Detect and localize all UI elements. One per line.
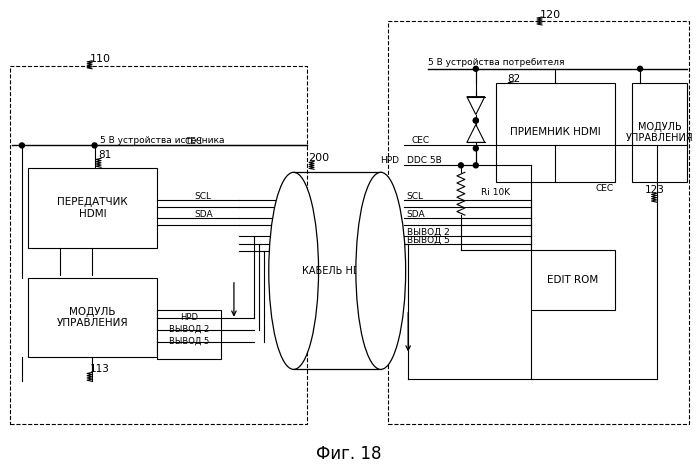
Text: 5 В устройства источника: 5 В устройства источника — [99, 136, 224, 145]
Circle shape — [473, 163, 478, 168]
Text: EDIT ROM: EDIT ROM — [547, 275, 598, 285]
Text: SDA: SDA — [407, 210, 426, 219]
Bar — [531, 250, 615, 310]
Text: HPD: HPD — [180, 313, 198, 322]
Text: ВЫВОД 2: ВЫВОД 2 — [169, 325, 209, 334]
Text: CEC: CEC — [595, 184, 613, 193]
Text: ВЫВОД 5: ВЫВОД 5 — [169, 337, 209, 346]
Circle shape — [473, 118, 478, 123]
Text: МОДУЛЬ
УПРАВЛЕНИЯ: МОДУЛЬ УПРАВЛЕНИЯ — [626, 122, 693, 143]
Bar — [10, 66, 307, 424]
Circle shape — [20, 143, 25, 148]
Text: SCL: SCL — [194, 191, 211, 201]
Text: 200: 200 — [309, 154, 330, 164]
Ellipse shape — [269, 172, 318, 369]
Text: КАБЕЛЬ HDMI: КАБЕЛЬ HDMI — [302, 266, 372, 276]
Text: 113: 113 — [90, 365, 109, 374]
Circle shape — [473, 118, 478, 123]
Circle shape — [473, 66, 478, 71]
Text: 123: 123 — [645, 185, 665, 195]
Bar — [496, 82, 615, 182]
Bar — [28, 278, 158, 357]
Text: МОДУЛЬ
УПРАВЛЕНИЯ: МОДУЛЬ УПРАВЛЕНИЯ — [57, 307, 128, 328]
Text: DDC 5В: DDC 5В — [407, 156, 442, 165]
Text: HPD: HPD — [379, 156, 399, 165]
Text: ВЫВОД 5: ВЫВОД 5 — [407, 236, 449, 245]
Circle shape — [458, 163, 463, 168]
Circle shape — [473, 146, 478, 151]
Text: SDA: SDA — [194, 210, 213, 219]
Bar — [632, 82, 687, 182]
Text: SCL: SCL — [407, 191, 424, 201]
Text: ПРИЕМНИК HDMI: ПРИЕМНИК HDMI — [510, 128, 601, 137]
Circle shape — [92, 143, 97, 148]
Circle shape — [638, 66, 643, 71]
Bar — [158, 310, 221, 359]
Text: 120: 120 — [540, 10, 561, 20]
Bar — [28, 168, 158, 248]
Text: 5 В устройства потребителя: 5 В устройства потребителя — [428, 58, 564, 67]
Text: 82: 82 — [508, 74, 521, 84]
Text: 81: 81 — [99, 150, 112, 160]
Text: ПЕРЕДАТЧИК
HDMI: ПЕРЕДАТЧИК HDMI — [57, 197, 128, 219]
Text: Фиг. 18: Фиг. 18 — [316, 445, 382, 463]
Text: Ri 10K: Ri 10K — [481, 188, 510, 197]
Text: ВЫВОД 2: ВЫВОД 2 — [407, 228, 449, 237]
Ellipse shape — [356, 172, 405, 369]
Text: CEC: CEC — [412, 136, 430, 145]
Bar — [389, 21, 689, 424]
Text: 110: 110 — [90, 54, 111, 64]
Text: CEC: CEC — [184, 137, 202, 146]
